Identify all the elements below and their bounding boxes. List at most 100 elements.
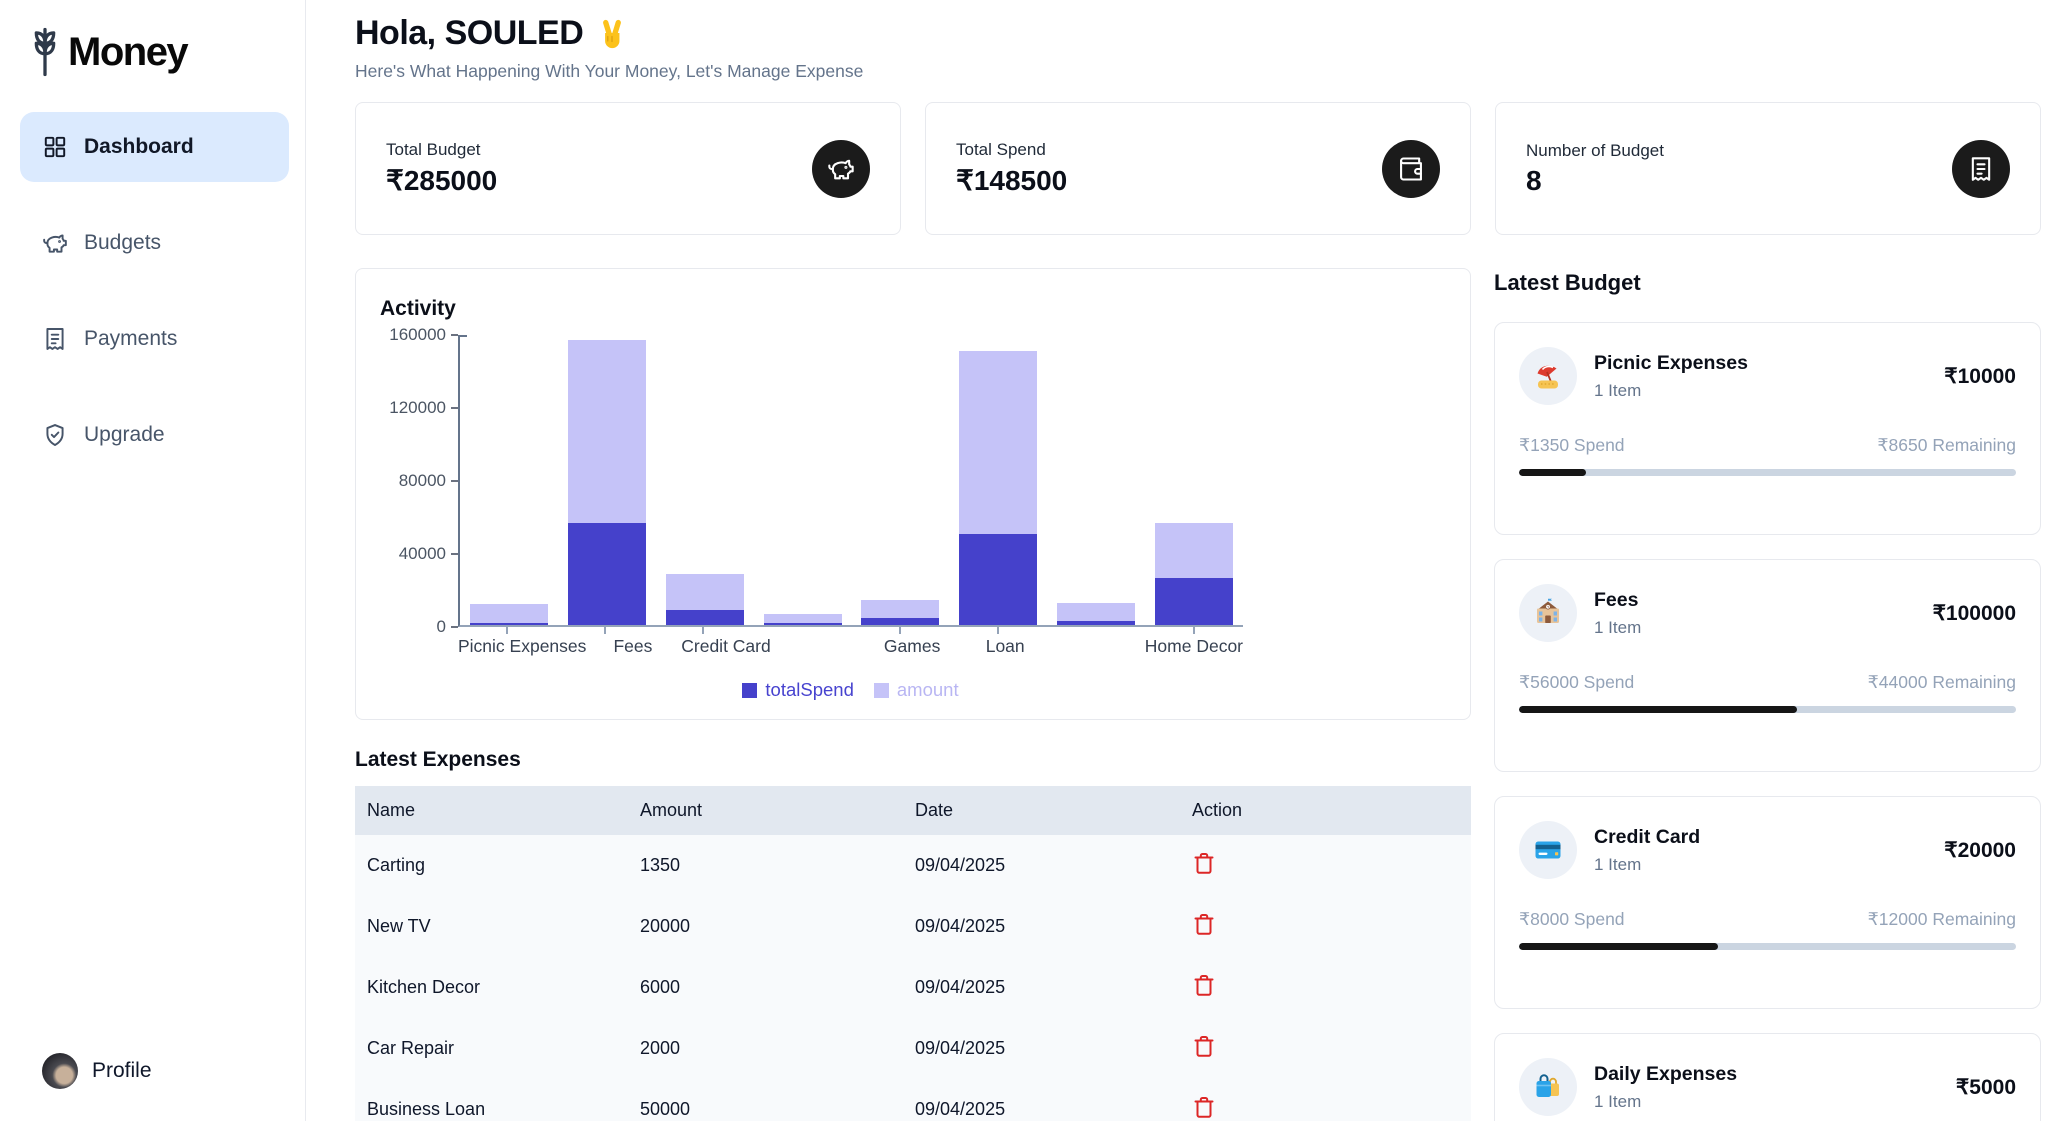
bar-totalspend-segment [959,533,1038,625]
budget-spend: ₹56000 Spend [1519,672,1635,692]
bar-amount-segment [469,604,548,623]
page-subtitle: Here's What Happening With Your Money, L… [355,61,864,81]
legend-item-totalSpend: totalSpend [742,679,854,701]
stats-row: Total Budget ₹285000 Total Spend ₹148500 [355,102,2041,235]
activity-chart-card: Activity 0 40000 80000 120000 160000 [355,268,1471,720]
legend-label: totalSpend [765,679,854,700]
sidebar-item-label: Payments [84,327,178,350]
bar-amount-segment [861,599,940,618]
trash-icon [1192,1034,1216,1058]
sidebar-item-label: Budgets [84,231,162,254]
victory-hand-icon [595,17,629,51]
piggy-bank-icon [827,155,855,183]
x-tick-mark [898,627,901,634]
y-tick-mark [451,553,458,555]
page-title: Hola, SOULED [355,14,584,52]
budget-amount: ₹5000 [1955,1075,2016,1099]
profile-button[interactable]: Profile [42,1053,152,1089]
expense-date: 09/04/2025 [903,896,1180,957]
column-header-action: Action [1192,800,1243,820]
sidebar-item-budgets[interactable]: Budgets [20,208,289,278]
expense-amount: 6000 [628,957,903,1018]
expense-name: Carting [355,835,628,896]
expense-amount: 50000 [628,1079,903,1121]
expense-name: Kitchen Decor [355,957,628,1018]
y-tick-label: 80000 [398,471,446,490]
x-axis-label: Fees [613,636,653,656]
sidebar-nav: Dashboard Budgets Payments Upgrade [20,112,289,496]
stat-label: Total Spend [956,140,1046,159]
legend-swatch [742,682,758,698]
main-content: Hola, SOULED Here's What Happening With … [306,0,2048,1121]
budget-amount: ₹100000 [1932,601,2016,625]
chart-legend: totalSpend amount [458,679,1243,701]
stat-icon-badge [1952,139,2010,198]
x-axis-label: Home Decor [1144,636,1244,656]
budget-progress-fill [1519,706,1798,713]
piggy-bank-icon [42,230,68,256]
expense-date: 09/04/2025 [903,1079,1180,1121]
chart-plot [458,335,1243,627]
bar-amount-segment [1057,603,1136,622]
y-tick-label: 40000 [398,544,446,563]
x-tick-mark [1192,627,1195,634]
budget-item-count: 1 Item [1594,617,1642,637]
y-tick-mark [451,626,458,628]
expenses-title: Latest Expenses [355,748,521,771]
budget-name: Fees [1594,588,1639,611]
budget-card-list: Picnic Expenses 1 Item ₹10000 ₹1350 Spen… [1494,322,2041,1121]
chart-bar-group [558,335,656,625]
budget-card[interactable]: Credit Card 1 Item ₹20000 ₹8000 Spend ₹1… [1494,796,2041,1009]
stat-label: Total Budget [386,140,481,159]
delete-expense-button[interactable] [1192,1033,1218,1059]
stat-icon-badge [812,139,870,198]
stat-icon-badge [1382,139,1440,198]
wheat-logo-icon [24,26,66,78]
bar-totalspend-segment [1057,621,1136,625]
budget-card[interactable]: Picnic Expenses 1 Item ₹10000 ₹1350 Spen… [1494,322,2041,535]
chart-bar-group [1047,335,1145,625]
expense-amount: 2000 [628,1018,903,1079]
sidebar-item-dashboard[interactable]: Dashboard [20,112,289,182]
bar-totalspend-segment [567,522,646,625]
budget-card[interactable]: Fees 1 Item ₹100000 ₹56000 Spend ₹44000 … [1494,559,2041,772]
chart-bar-group [656,335,754,625]
bar-totalspend-segment [665,610,744,625]
x-axis-label: Credit Card [681,636,771,656]
receipt-icon [1967,155,1995,183]
bar-amount-segment [567,340,646,523]
budget-icon-badge [1519,347,1577,405]
budget-progress-track [1519,469,2016,476]
delete-expense-button[interactable] [1192,972,1218,998]
y-tick-mark [451,407,458,409]
expense-name: Business Loan [355,1079,628,1121]
bar-amount-segment [1155,522,1234,578]
expense-row: Kitchen Decor 6000 09/04/2025 [355,957,1471,1018]
legend-item-amount: amount [873,679,959,701]
shield-check-icon [42,422,68,448]
x-axis-label: Loan [985,636,1025,656]
delete-expense-button[interactable] [1192,1094,1218,1120]
trash-icon [1192,851,1216,875]
chart-bar-group [949,335,1047,625]
x-tick-mark [996,627,999,634]
legend-label: amount [896,679,959,700]
wallet-icon [1397,155,1425,183]
budget-progress-track [1519,943,2016,950]
delete-expense-button[interactable] [1192,911,1218,937]
stat-card-total-budget: Total Budget ₹285000 [355,102,901,235]
budget-item-count: 1 Item [1594,380,1642,400]
budget-icon-badge [1519,1058,1577,1116]
budget-name: Daily Expenses [1594,1062,1738,1085]
budget-name: Credit Card [1594,825,1701,848]
chart-x-labels: Picnic Expenses Fees Credit Card Games Loan H… [458,634,1243,657]
budget-progress-fill [1519,469,1587,476]
sidebar-item-payments[interactable]: Payments [20,304,289,374]
trash-icon [1192,912,1216,936]
chart-bar-group [1145,335,1243,625]
stat-value: 8 [1526,164,1542,196]
sidebar-item-upgrade[interactable]: Upgrade [20,400,289,470]
x-tick-mark [506,627,509,634]
budget-card[interactable]: Daily Expenses 1 Item ₹5000 [1494,1033,2041,1121]
delete-expense-button[interactable] [1192,850,1218,876]
